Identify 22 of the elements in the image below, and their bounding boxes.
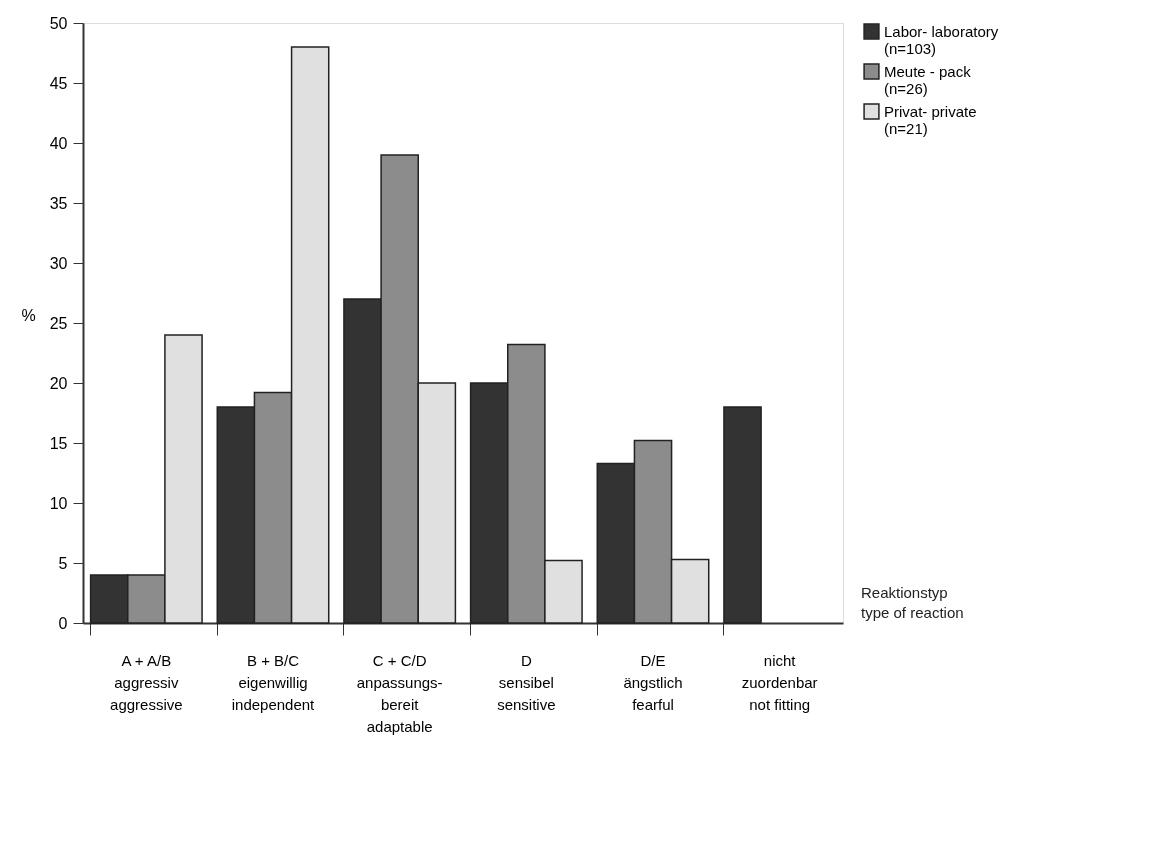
x-tick-label: D sensibel sensitive: [497, 651, 556, 713]
y-tick-label: 40: [49, 134, 68, 152]
y-tick-label: 0: [58, 614, 68, 632]
y-tick-label: 50: [49, 14, 68, 32]
y-tick-label: 20: [49, 374, 68, 392]
y-tick-label: 45: [49, 74, 68, 92]
legend-label: Labor- laboratory (n=103): [884, 22, 999, 57]
y-tick-label: 25: [49, 314, 68, 332]
x-axis-title: Reaktionstyp type of reaction: [861, 584, 964, 621]
legend-label: Meute - pack (n=26): [884, 62, 972, 97]
legend-label: Privat- private (n=21): [884, 102, 977, 137]
y-tick-label: 10: [49, 494, 68, 512]
y-tick-label: 15: [49, 434, 68, 452]
x-tick-label: D/E ängstlich fearful: [623, 651, 683, 713]
y-tick-label: 30: [49, 254, 68, 272]
x-tick-label: A + A/B aggressiv aggressive: [110, 651, 183, 713]
y-tick-label: 35: [49, 194, 68, 212]
x-tick-label: C + C/D anpassungs- bereit adaptable: [356, 651, 443, 735]
y-tick-label: 5: [58, 554, 68, 572]
x-tick-label: B + B/C eigenwillig independent: [231, 651, 316, 713]
y-axis-title: %: [21, 306, 36, 324]
x-tick-label: nicht zuordenbar not fitting: [741, 651, 818, 713]
